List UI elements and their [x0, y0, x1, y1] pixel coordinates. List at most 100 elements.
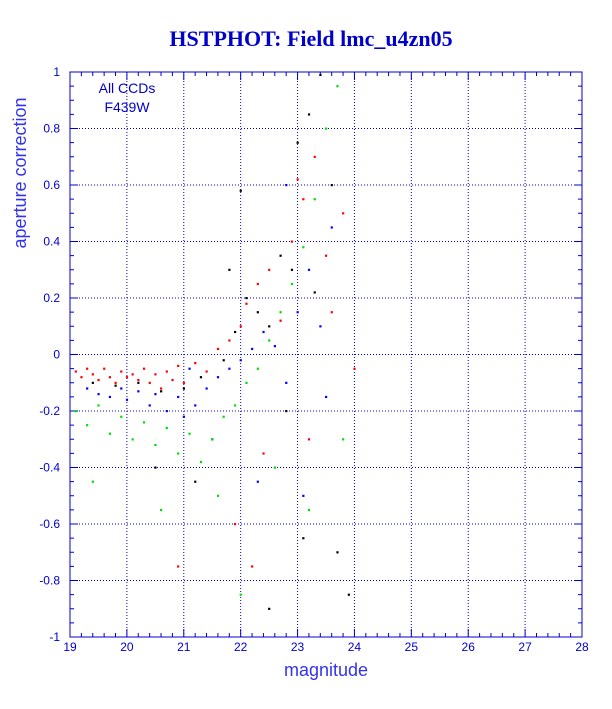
data-point — [285, 184, 288, 187]
data-point — [199, 460, 203, 464]
data-point — [194, 361, 197, 365]
data-point — [142, 421, 146, 424]
data-point — [108, 432, 112, 435]
data-point — [268, 325, 271, 328]
data-point — [103, 367, 106, 370]
data-point — [302, 198, 305, 201]
data-point — [285, 410, 288, 413]
data-point — [319, 73, 322, 77]
data-point — [307, 438, 311, 441]
data-point — [114, 384, 117, 387]
data-point — [336, 85, 339, 88]
data-point — [194, 480, 197, 483]
data-point — [290, 240, 294, 243]
data-point — [268, 607, 271, 610]
y-tick-label: -0.2 — [39, 404, 60, 418]
data-point — [245, 381, 248, 384]
data-point — [120, 387, 123, 390]
data-point — [296, 311, 299, 314]
data-point — [307, 113, 311, 116]
data-point — [347, 593, 350, 596]
data-point — [268, 339, 271, 342]
data-point — [177, 364, 180, 367]
x-tick-label: 27 — [518, 640, 532, 654]
data-point — [205, 370, 208, 373]
data-point — [239, 359, 242, 362]
data-point — [222, 359, 225, 362]
data-point — [256, 282, 259, 286]
x-axis-label: magnitude — [284, 660, 368, 680]
y-tick-label: -0.6 — [39, 517, 60, 531]
annotation-line-1: All CCDs — [99, 80, 156, 96]
data-point — [325, 127, 328, 130]
x-tick-label: 20 — [120, 640, 134, 654]
data-point — [313, 198, 316, 201]
data-point — [160, 390, 163, 393]
data-point — [302, 494, 305, 497]
x-tick-label: 22 — [234, 640, 248, 654]
data-point — [177, 452, 180, 455]
data-point — [74, 370, 77, 373]
data-point — [154, 443, 157, 447]
x-axis-tick-labels: 19 20 21 22 23 24 25 26 27 28 — [63, 640, 589, 654]
y-tick-label: -0.8 — [39, 574, 60, 588]
data-point — [239, 325, 242, 328]
data-point — [160, 387, 163, 390]
data-point — [256, 311, 259, 314]
data-point — [279, 319, 282, 322]
data-point — [228, 339, 231, 342]
data-point — [296, 178, 299, 181]
data-point — [239, 593, 242, 596]
data-point — [91, 480, 94, 483]
data-point — [86, 424, 89, 427]
data-point — [120, 415, 123, 418]
data-point — [114, 381, 117, 384]
data-point — [302, 246, 305, 249]
data-point — [125, 376, 129, 379]
data-point — [188, 432, 191, 435]
data-point — [108, 376, 112, 379]
data-point — [165, 370, 168, 373]
data-point — [307, 508, 311, 512]
data-point — [279, 311, 282, 314]
data-point — [86, 367, 89, 370]
grid-lines — [70, 72, 582, 637]
data-point — [216, 494, 220, 497]
data-point — [273, 466, 276, 469]
data-point — [279, 254, 282, 257]
data-point — [182, 381, 185, 384]
data-point — [154, 466, 157, 469]
data-point — [285, 381, 288, 384]
data-point — [307, 268, 311, 271]
data-point — [137, 378, 140, 382]
x-tick-label: 19 — [63, 640, 77, 654]
data-point — [188, 367, 191, 370]
data-point — [97, 404, 100, 407]
y-tick-label: 0 — [53, 348, 60, 362]
data-point — [342, 212, 345, 215]
data-point — [245, 302, 248, 305]
data-point — [330, 226, 333, 229]
data-point — [216, 347, 220, 351]
data-point — [233, 523, 237, 526]
data-point — [154, 373, 157, 376]
chart-title: HSTPHOT: Field lmc_u4zn05 — [169, 26, 452, 51]
data-point — [211, 438, 214, 441]
data-point — [137, 381, 140, 384]
data-point — [342, 438, 345, 441]
data-point — [86, 387, 89, 390]
data-point — [330, 311, 333, 314]
data-point — [256, 367, 259, 370]
data-point — [131, 373, 134, 376]
annotation-line-2: F439W — [104, 99, 150, 115]
data-point — [97, 393, 100, 396]
y-tick-label: -0.4 — [39, 461, 60, 475]
data-point — [171, 378, 174, 382]
data-point — [233, 330, 237, 334]
data-point — [256, 480, 259, 483]
data-point — [319, 325, 322, 328]
data-point — [268, 268, 271, 271]
y-tick-label: 0.4 — [43, 235, 60, 249]
data-point — [330, 184, 333, 187]
